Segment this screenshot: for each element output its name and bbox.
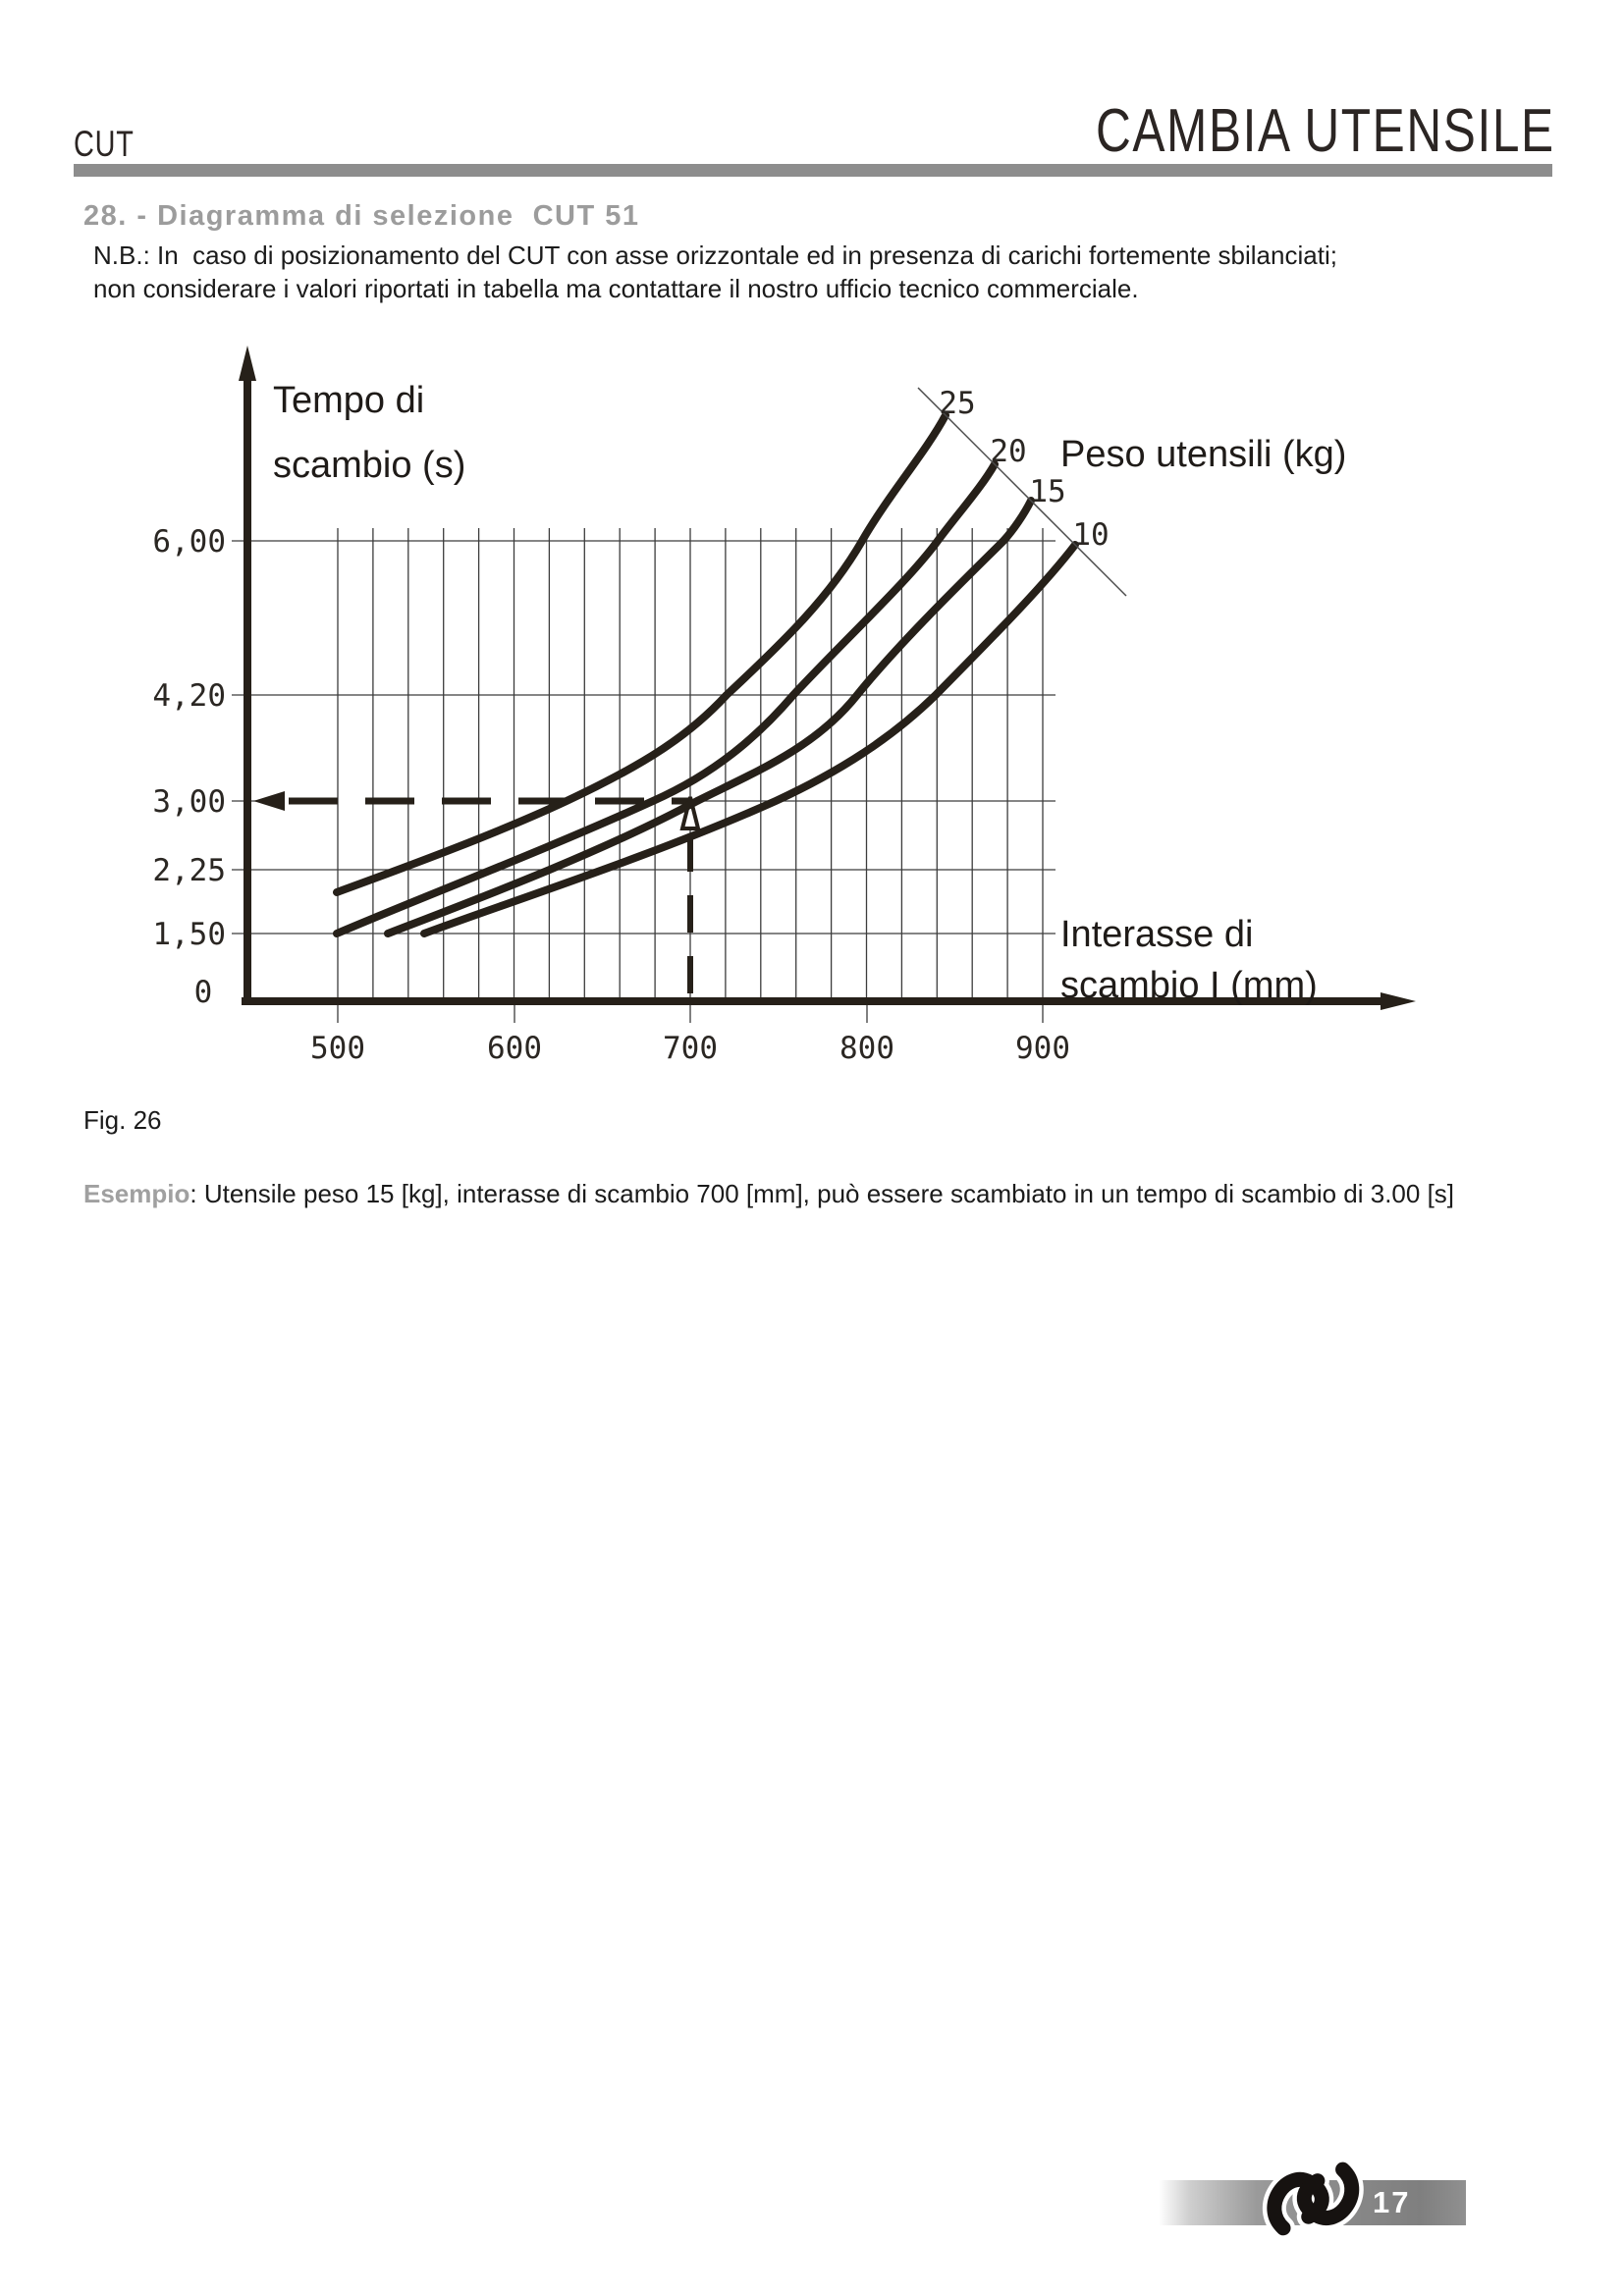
ytick-label-6.00: 6,00 [152, 524, 226, 560]
y-axis-title-line2: scambio (s) [273, 445, 465, 486]
grid-horizontal-lines [232, 540, 1056, 934]
note-line-2: non considerare i valori riportati in ta… [93, 274, 1139, 303]
header-divider-bar [74, 164, 1552, 177]
ytick-label-4.20: 4,20 [152, 678, 226, 714]
example-label: Esempio [83, 1179, 190, 1208]
note-line-1: N.B.: In caso di posizionamento del CUT … [93, 240, 1337, 270]
ytick-label-2.25: 2,25 [152, 853, 226, 888]
curve-25kg [333, 411, 949, 896]
y-tick-labels: 6,00 4,20 3,00 2,25 1,50 0 [152, 524, 226, 1010]
x-axis-arrow-icon [1380, 992, 1416, 1010]
xtick-label-700: 700 [663, 1031, 718, 1066]
x-tick-labels: 500 600 700 800 900 [310, 1031, 1070, 1066]
y-axis-title-line1: Tempo di [273, 380, 424, 421]
x-axis-title-line2: scambio I (mm) [1060, 965, 1318, 1006]
example-point-marker [679, 796, 701, 830]
logo-knot-icon [1262, 2158, 1364, 2240]
xtick-label-500: 500 [310, 1031, 365, 1066]
curve-20kg [333, 460, 999, 937]
xtick-label-900: 900 [1015, 1031, 1070, 1066]
header-title: CAMBIA UTENSILE [1096, 97, 1555, 165]
figure-caption: Fig. 26 [83, 1105, 162, 1135]
curve-label-10: 10 [1072, 517, 1109, 553]
ytick-label-3.00: 3,00 [152, 784, 226, 820]
header-product-code: CUT [74, 124, 135, 164]
example-text: : Utensile peso 15 [kg], interasse di sc… [189, 1179, 1455, 1208]
xtick-label-600: 600 [487, 1031, 542, 1066]
series-group-title: Peso utensili (kg) [1060, 434, 1346, 475]
curve-ends-leader-line [917, 387, 1127, 597]
origin-label: 0 [194, 975, 213, 1010]
page-number: 17 [1373, 2185, 1411, 2219]
curve-label-20: 20 [990, 434, 1026, 469]
curve-label-15: 15 [1029, 474, 1065, 509]
example-paragraph: Esempio: Utensile peso 15 [kg], interass… [83, 1177, 1488, 1211]
curve-10kg [420, 541, 1079, 937]
section-heading: 28. - Diagramma di selezione CUT 51 [83, 200, 640, 232]
x-axis-title-line1: Interasse di [1060, 914, 1253, 955]
ytick-label-1.50: 1,50 [152, 917, 226, 952]
curve-label-25: 25 [939, 386, 975, 421]
y-axis-arrow-icon [239, 346, 256, 381]
xtick-label-800: 800 [839, 1031, 894, 1066]
example-left-arrow-icon [253, 791, 285, 811]
curve-15kg [384, 497, 1035, 937]
